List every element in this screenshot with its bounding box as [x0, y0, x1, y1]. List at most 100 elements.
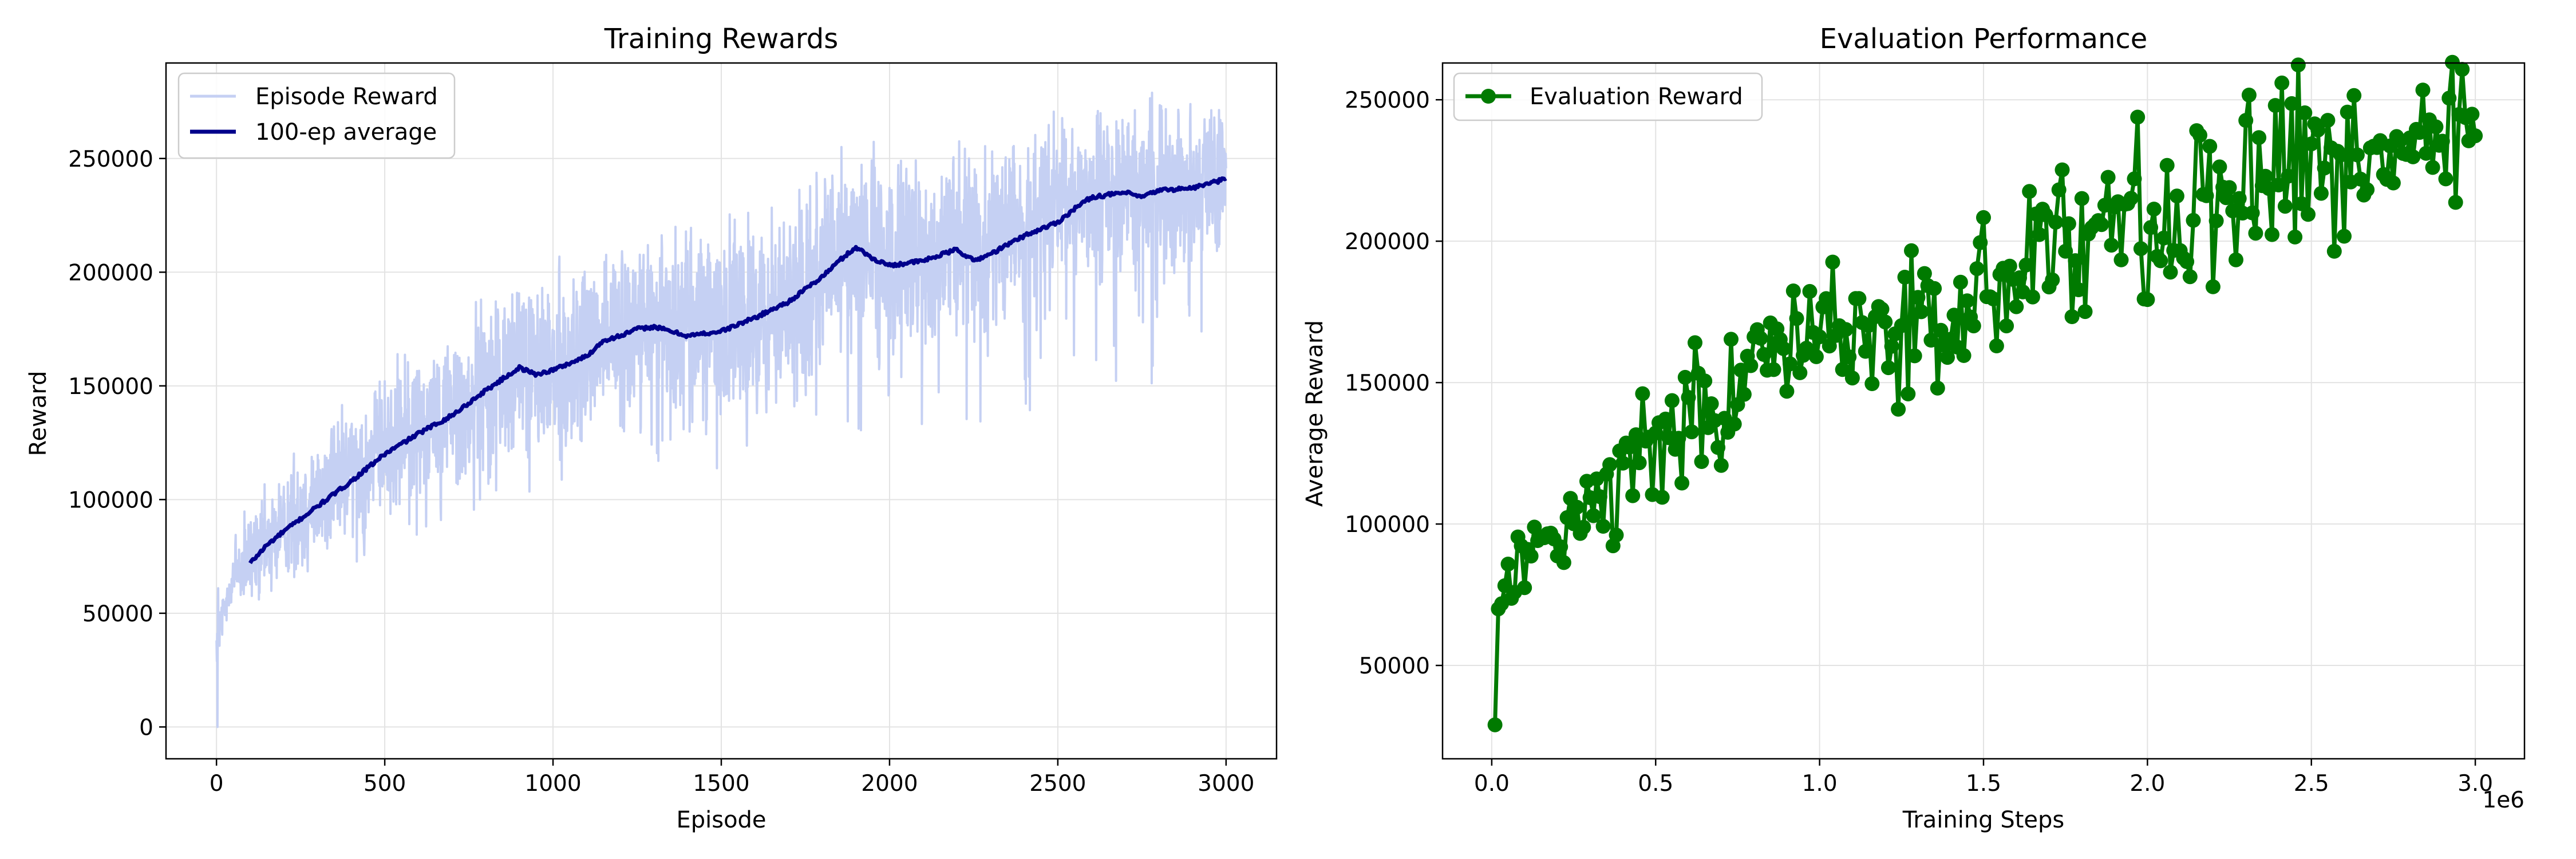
evaluation-reward-point [1517, 580, 1532, 596]
evaluation-reward-point [2163, 265, 2178, 280]
evaluation-reward-point [2143, 220, 2159, 235]
left-x-tick-label: 3000 [1198, 771, 1254, 797]
evaluation-reward-point [2127, 171, 2142, 187]
evaluation-reward-point [1674, 475, 1690, 491]
right-chart-title: Evaluation Performance [1820, 23, 2148, 55]
evaluation-reward-point [1622, 439, 1637, 455]
evaluation-reward-point [1556, 555, 1571, 570]
evaluation-reward-point [1664, 393, 1680, 408]
evaluation-reward-point [1923, 333, 1939, 348]
evaluation-reward-point [1569, 499, 1585, 515]
evaluation-reward-point [1684, 424, 1700, 440]
evaluation-reward-point [2074, 191, 2089, 206]
evaluation-reward-point [2068, 253, 2083, 269]
right-x-tick-label: 2.5 [2294, 771, 2329, 797]
evaluation-reward-point [2241, 88, 2257, 103]
evaluation-reward-point [2337, 228, 2352, 244]
evaluation-reward-point [2199, 188, 2214, 203]
evaluation-reward-point [1487, 717, 1503, 732]
left-x-axis-label: Episode [676, 807, 766, 833]
right-x-tick-label: 0.5 [1638, 771, 1673, 797]
evaluation-reward-point [2018, 257, 2034, 273]
evaluation-reward-point [2133, 241, 2148, 257]
right-y-ticks: 50000 100000 150000 200000 250000 [1345, 88, 1443, 679]
evaluation-reward-point [2438, 171, 2453, 187]
legend-label-episode-reward: Episode Reward [255, 84, 438, 110]
evaluation-reward-point [1933, 322, 1949, 338]
evaluation-reward-point [2182, 269, 2198, 285]
evaluation-reward-point [2077, 304, 2093, 320]
evaluation-reward-point [2258, 168, 2273, 184]
evaluation-reward-point [1927, 281, 1942, 296]
evaluation-reward-point [2425, 160, 2440, 175]
evaluation-reward-point [2022, 184, 2037, 199]
evaluation-reward-point [1785, 283, 1801, 298]
evaluation-reward-point [2009, 299, 2024, 314]
right-legend-box [1453, 72, 1763, 121]
right-x-tick-label: 0.0 [1474, 771, 1510, 797]
evaluation-reward-point [1897, 270, 1913, 285]
evaluation-reward-point [1615, 455, 1630, 471]
evaluation-reward-point [1812, 329, 1827, 345]
evaluation-reward-point [2153, 253, 2168, 269]
evaluation-reward-point [1766, 362, 1781, 377]
evaluation-reward-point [2229, 252, 2243, 267]
evaluation-reward-point [1779, 384, 1795, 399]
right-y-tick-label: 50000 [1359, 653, 1430, 679]
evaluation-reward-point [1724, 332, 1739, 347]
evaluation-reward-point [2113, 252, 2129, 267]
evaluation-reward-point [1753, 330, 1768, 346]
evaluation-reward-point [2313, 186, 2329, 201]
left-x-tick-label: 0 [210, 771, 224, 797]
evaluation-reward-point [1901, 386, 1916, 401]
evaluation-reward-point [2045, 272, 2060, 287]
evaluation-reward-point [1553, 539, 1568, 554]
avg-100ep-line [248, 176, 1227, 565]
evaluation-reward-point [2340, 104, 2355, 120]
evaluation-reward-point [1602, 457, 1618, 472]
evaluation-reward-point [2435, 133, 2450, 149]
evaluation-reward-point [1625, 488, 1641, 503]
evaluation-reward-point [2464, 107, 2480, 122]
evaluation-reward-point [1808, 349, 1824, 364]
evaluation-reward-point [2048, 215, 2063, 230]
evaluation-reward-point [1973, 235, 1988, 250]
right-x-tick-label: 1.0 [1802, 771, 1838, 797]
evaluation-reward-point [2251, 130, 2267, 145]
evaluation-reward-point [2333, 147, 2349, 163]
left-x-ticks: 0 500 1000 1500 2000 2500 3000 [210, 759, 1254, 797]
evaluation-reward-point [1736, 387, 1752, 402]
evaluation-reward-point [2419, 145, 2434, 161]
evaluation-reward-point [2025, 289, 2040, 305]
evaluation-reward-point [1500, 557, 1516, 572]
evaluation-reward-point [2448, 195, 2463, 210]
evaluation-reward-point [1959, 293, 1975, 309]
left-y-tick-label: 150000 [68, 374, 153, 400]
evaluation-reward-point [1694, 454, 1709, 469]
legend-label-evaluation-reward: Evaluation Reward [1530, 84, 1743, 110]
evaluation-reward-point [1825, 254, 1840, 270]
evaluation-reward-point [1976, 210, 1991, 225]
evaluation-reward-point [2245, 205, 2260, 220]
evaluation-reward-point [1681, 390, 1696, 405]
evaluation-reward-point [1799, 341, 1814, 356]
evaluation-reward-point [2058, 243, 2073, 259]
right-grid [1443, 63, 2524, 759]
right-x-axis-label: Training Steps [1902, 807, 2064, 833]
evaluation-reward-point [2248, 226, 2263, 241]
evaluation-reward-point [1688, 335, 1702, 350]
evaluation-reward-point [1704, 396, 1719, 411]
evaluation-reward-point [1631, 455, 1647, 471]
evaluation-reward-point [2326, 243, 2342, 259]
evaluation-reward-point [1789, 311, 1804, 326]
left-y-axis-label: Reward [25, 371, 52, 456]
evaluation-reward-point [1697, 373, 1713, 389]
left-plot-area [215, 92, 1227, 728]
evaluation-reward-point [1835, 362, 1850, 377]
evaluation-reward-point [2287, 229, 2303, 245]
evaluation-reward-point [1989, 338, 2004, 353]
evaluation-reward-point [2051, 182, 2067, 198]
evaluation-reward-point [2415, 82, 2431, 98]
evaluation-reward-point [1880, 360, 1896, 376]
right-legend: Evaluation Reward [1453, 72, 1763, 121]
